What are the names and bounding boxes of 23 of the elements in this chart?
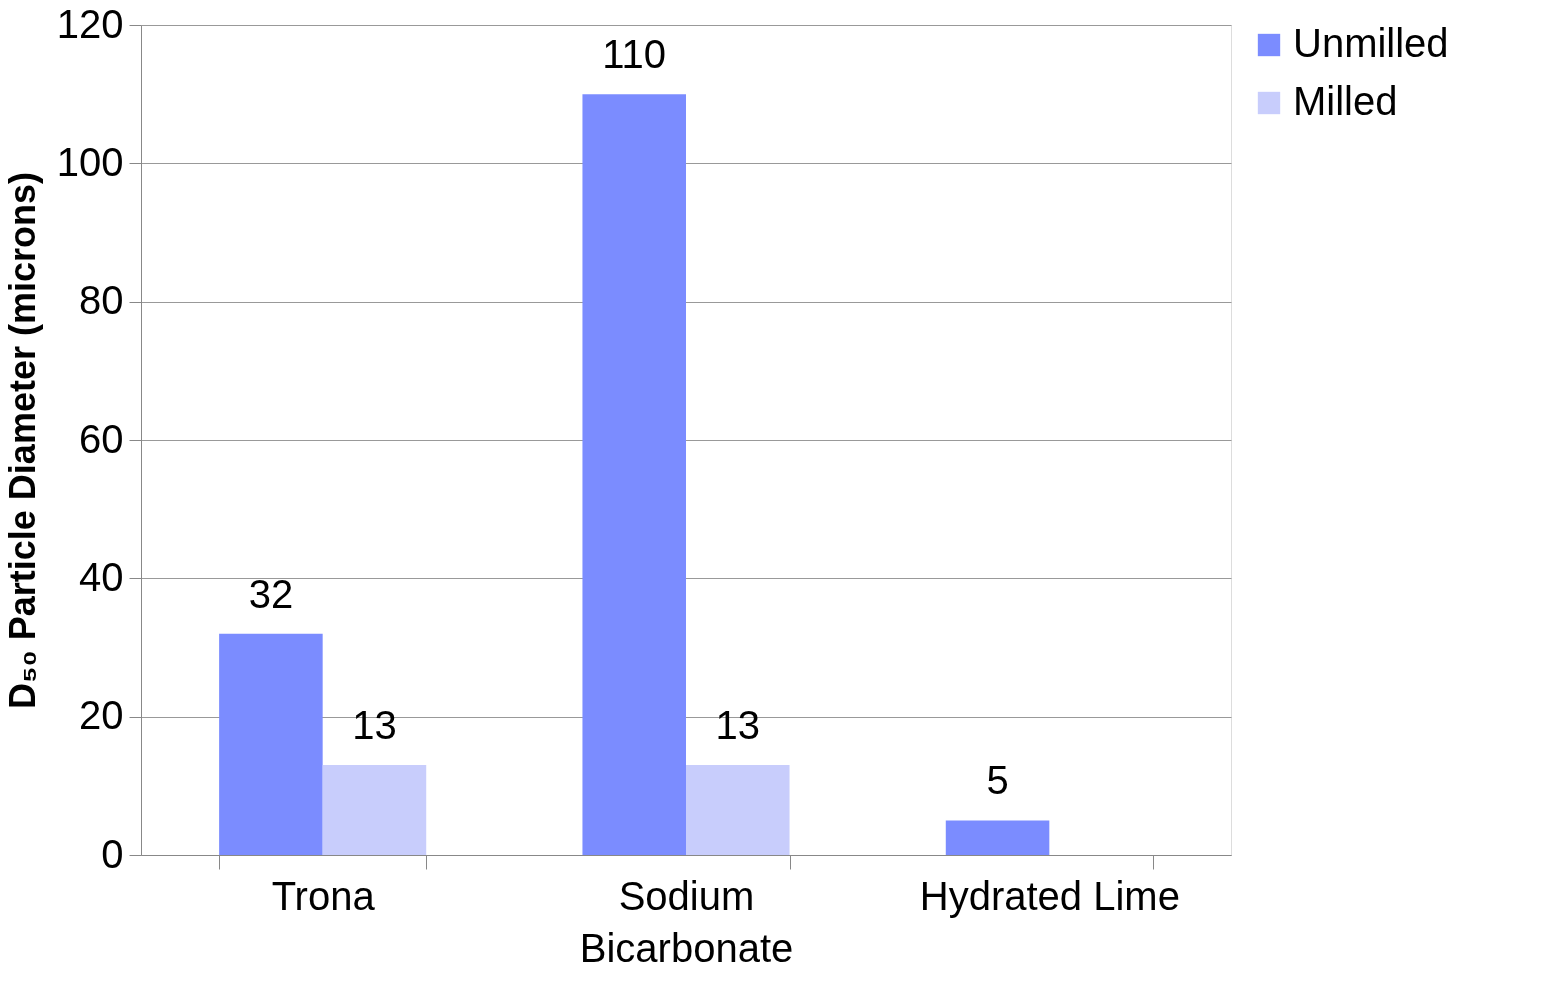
y-tick-label: 40 <box>79 554 124 599</box>
data-label: 5 <box>986 758 1009 803</box>
bar <box>945 820 1050 855</box>
data-label: 110 <box>602 32 667 77</box>
y-tick-label: 0 <box>101 831 124 876</box>
bar <box>582 94 686 855</box>
data-label: 32 <box>248 571 294 616</box>
data-label: 13 <box>352 703 397 748</box>
y-axis-title: D₅₀ Particle Diameter (microns) <box>1 172 43 709</box>
y-tick-label: 20 <box>79 693 124 738</box>
x-tick-label: Trona <box>271 873 376 918</box>
y-tick-label: 60 <box>79 416 124 461</box>
y-tick-label: 80 <box>79 278 124 323</box>
data-label: 13 <box>715 703 761 748</box>
bar <box>322 765 427 855</box>
legend-label: Unmilled <box>1293 21 1449 65</box>
x-tick-label: Hydrated Lime <box>919 873 1180 918</box>
x-tick-label: Sodium Bicarbonate <box>579 873 794 970</box>
y-tick-label: 120 <box>56 1 124 46</box>
bar <box>219 633 323 855</box>
y-tick-label: 100 <box>56 139 124 184</box>
legend-label: Milled <box>1293 79 1398 123</box>
bar <box>686 765 790 855</box>
